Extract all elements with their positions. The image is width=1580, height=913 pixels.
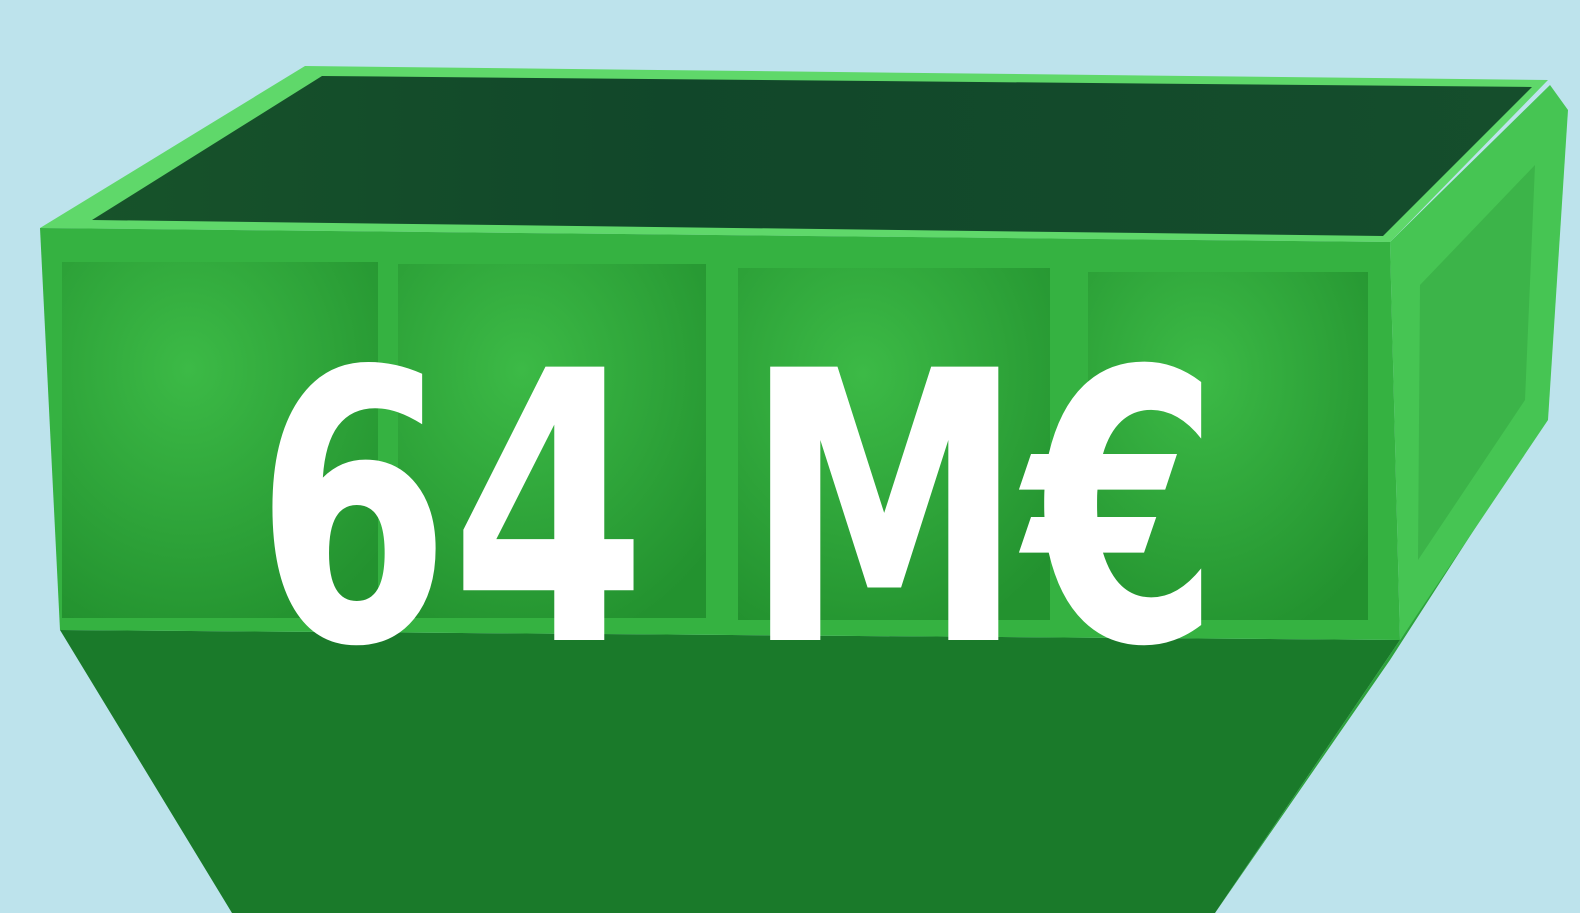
container-inside [92, 76, 1532, 236]
headline: 64 M€ [255, 293, 1220, 729]
panel [62, 262, 378, 618]
hopper-front [60, 630, 1400, 913]
side-panel [1418, 165, 1535, 560]
front-face [40, 228, 1400, 640]
panel [398, 264, 706, 618]
panel [1088, 272, 1368, 620]
panel [738, 268, 1050, 620]
